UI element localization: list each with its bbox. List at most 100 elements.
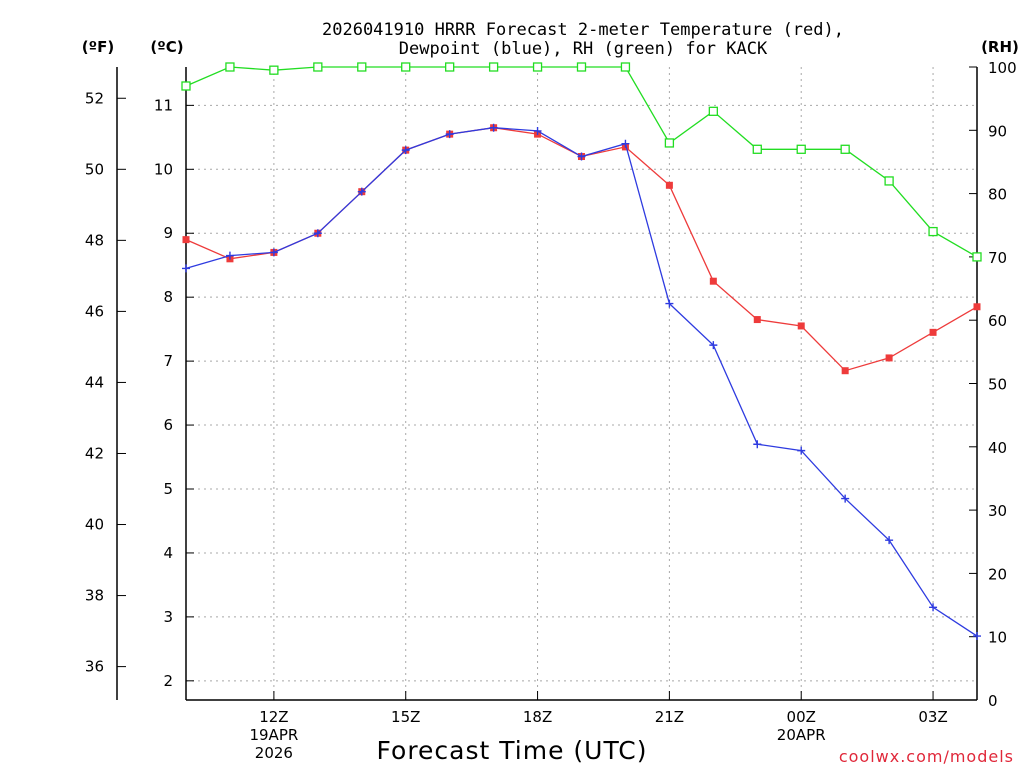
rh-point <box>928 226 938 237</box>
dewpoint-point <box>401 146 410 155</box>
rh-tick-label: 10 <box>988 629 1007 647</box>
temperature-point <box>885 354 893 362</box>
data-series <box>181 62 982 641</box>
rh-point <box>269 65 279 75</box>
dewpoint-point <box>445 130 454 139</box>
dewpoint-point <box>621 139 630 148</box>
celsius-tick-label: 11 <box>154 96 173 114</box>
rh-tick-label: 100 <box>988 59 1017 77</box>
rh-tick-label: 0 <box>988 692 998 710</box>
rh-tick-label: 90 <box>988 122 1007 140</box>
celsius-tick-label: 3 <box>163 608 173 626</box>
rh-tick-label: 60 <box>988 312 1007 330</box>
temperature-point <box>973 303 981 311</box>
rh-line <box>185 66 978 258</box>
x-tick-label: 00Z <box>787 708 816 726</box>
rh-point <box>488 62 499 72</box>
dewpoint-point <box>973 632 981 641</box>
x-tick-label: 18Z <box>523 708 552 726</box>
tick-labels: 36 38 40 42 44 46 48 50 52 2 3 4 5 6 7 8 9 10 11 0 10 20 30 40 5… <box>85 59 1017 762</box>
rh-tick-label: 20 <box>988 565 1007 583</box>
dewpoint-point <box>709 341 718 350</box>
rh-point <box>576 62 587 72</box>
dewpoint-point <box>225 251 234 260</box>
rh-tick-label: 50 <box>988 376 1007 394</box>
x-tick-label: 2026 <box>255 744 293 762</box>
fahrenheit-tick-label: 36 <box>85 658 104 676</box>
rh-unit-label: (RH) <box>981 38 1019 56</box>
x-tick-label: 12Z <box>259 708 288 726</box>
celsius-tick-label: 9 <box>163 224 173 242</box>
dewpoint-line <box>185 127 978 637</box>
rh-point <box>357 62 367 72</box>
rh-point <box>401 62 411 72</box>
celsius-tick-label: 5 <box>163 480 173 498</box>
rh-point <box>884 176 894 186</box>
rh-point <box>664 138 675 148</box>
rh-point <box>840 144 850 154</box>
dewpoint-point <box>797 446 806 455</box>
rh-tick-label: 40 <box>988 439 1007 457</box>
x-axis-label: Forecast Time (UTC) <box>377 736 648 765</box>
dewpoint-point <box>489 123 498 132</box>
rh-point <box>225 62 235 72</box>
rh-point <box>708 106 718 116</box>
celsius-unit-label: (ºC) <box>150 38 183 56</box>
x-tick-label: 20APR <box>777 726 826 744</box>
celsius-tick-label: 7 <box>163 352 173 370</box>
celsius-tick-label: 8 <box>163 288 173 306</box>
chart-title-line2: Dewpoint (blue), RH (green) for KACK <box>399 39 768 59</box>
celsius-tick-label: 4 <box>163 544 173 562</box>
x-tick-label: 03Z <box>918 708 947 726</box>
dewpoint-point <box>182 264 190 273</box>
rh-point <box>752 144 762 154</box>
fahrenheit-tick-label: 42 <box>85 444 104 462</box>
rh-tick-label: 70 <box>988 249 1007 267</box>
x-tick-label: 21Z <box>655 708 684 726</box>
dewpoint-point <box>885 536 894 545</box>
grid-lines <box>186 67 977 700</box>
dewpoint-point <box>665 299 674 308</box>
fahrenheit-tick-label: 52 <box>85 89 104 107</box>
fahrenheit-tick-label: 44 <box>85 373 104 391</box>
x-tick-label: 15Z <box>391 708 420 726</box>
dewpoint-point <box>269 248 278 257</box>
rh-point <box>445 62 455 72</box>
temperature-point <box>753 316 761 324</box>
fahrenheit-tick-label: 50 <box>85 160 104 178</box>
rh-tick-label: 30 <box>988 502 1007 520</box>
celsius-tick-label: 6 <box>163 416 173 434</box>
temperature-point <box>841 367 849 375</box>
dewpoint-point <box>357 187 366 196</box>
dewpoint-point <box>533 126 542 135</box>
temperature-point <box>797 322 805 330</box>
rh-point <box>532 62 543 72</box>
rh-tick-label: 80 <box>988 186 1007 204</box>
dewpoint-point <box>753 440 762 449</box>
celsius-tick-label: 10 <box>154 160 173 178</box>
x-tick-label: 19APR <box>249 726 298 744</box>
rh-point <box>796 144 806 154</box>
dewpoint-point <box>577 152 586 161</box>
fahrenheit-tick-label: 38 <box>85 587 104 605</box>
fahrenheit-tick-label: 46 <box>85 302 104 320</box>
rh-point <box>620 62 631 72</box>
fahrenheit-tick-label: 48 <box>85 231 104 249</box>
rh-point <box>181 81 191 91</box>
fahrenheit-tick-label: 40 <box>85 516 104 534</box>
temperature-line <box>185 127 978 372</box>
rh-point <box>313 62 323 72</box>
chart-title-line1: 2026041910 HRRR Forecast 2-meter Tempera… <box>322 20 844 40</box>
dewpoint-point <box>929 603 938 612</box>
celsius-tick-label: 2 <box>163 672 173 690</box>
temperature-point <box>709 277 717 285</box>
temperature-point <box>929 328 937 336</box>
dewpoint-point <box>841 494 850 503</box>
rh-point <box>972 252 982 262</box>
temperature-point <box>182 236 190 244</box>
axes <box>116 66 978 701</box>
credit-text: coolwx.com/models <box>839 747 1014 766</box>
fahrenheit-unit-label: (ºF) <box>82 38 114 56</box>
dewpoint-point <box>313 229 322 238</box>
